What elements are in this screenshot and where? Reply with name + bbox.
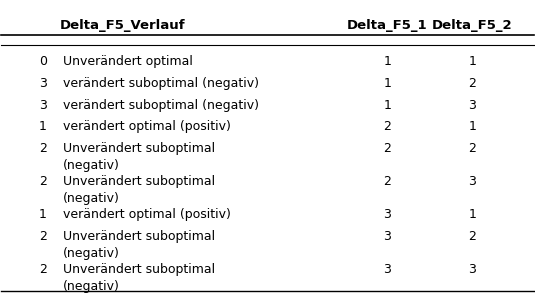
Text: 1: 1 [469, 55, 476, 68]
Text: 3: 3 [469, 263, 476, 276]
Text: 2: 2 [469, 77, 476, 90]
Text: 2: 2 [39, 142, 47, 155]
Text: 1: 1 [39, 120, 47, 133]
Text: Unverändert suboptimal
(negativ): Unverändert suboptimal (negativ) [63, 263, 215, 293]
Text: 1: 1 [39, 208, 47, 221]
Text: 2: 2 [39, 263, 47, 276]
Text: verändert suboptimal (negativ): verändert suboptimal (negativ) [63, 77, 258, 90]
Text: 1: 1 [383, 55, 391, 68]
Text: 2: 2 [39, 230, 47, 243]
Text: 1: 1 [469, 120, 476, 133]
Text: Unverändert suboptimal
(negativ): Unverändert suboptimal (negativ) [63, 142, 215, 172]
Text: 1: 1 [383, 77, 391, 90]
Text: 3: 3 [383, 263, 391, 276]
Text: Delta_F5_1: Delta_F5_1 [347, 19, 427, 32]
Text: 2: 2 [469, 230, 476, 243]
Text: verändert suboptimal (negativ): verändert suboptimal (negativ) [63, 98, 258, 111]
Text: 3: 3 [383, 230, 391, 243]
Text: 2: 2 [383, 175, 391, 188]
Text: Delta_F5_2: Delta_F5_2 [432, 19, 513, 32]
Text: Unverändert suboptimal
(negativ): Unverändert suboptimal (negativ) [63, 175, 215, 205]
Text: 3: 3 [469, 98, 476, 111]
Text: 2: 2 [383, 142, 391, 155]
Text: 1: 1 [469, 208, 476, 221]
Text: Delta_F5_Verlauf: Delta_F5_Verlauf [60, 19, 186, 32]
Text: Unverändert suboptimal
(negativ): Unverändert suboptimal (negativ) [63, 230, 215, 260]
Text: 2: 2 [39, 175, 47, 188]
Text: verändert optimal (positiv): verändert optimal (positiv) [63, 208, 231, 221]
Text: 2: 2 [469, 142, 476, 155]
Text: 3: 3 [39, 77, 47, 90]
Text: verändert optimal (positiv): verändert optimal (positiv) [63, 120, 231, 133]
Text: 3: 3 [469, 175, 476, 188]
Text: 3: 3 [39, 98, 47, 111]
Text: Unverändert optimal: Unverändert optimal [63, 55, 193, 68]
Text: 1: 1 [383, 98, 391, 111]
Text: 2: 2 [383, 120, 391, 133]
Text: 3: 3 [383, 208, 391, 221]
Text: 0: 0 [39, 55, 47, 68]
